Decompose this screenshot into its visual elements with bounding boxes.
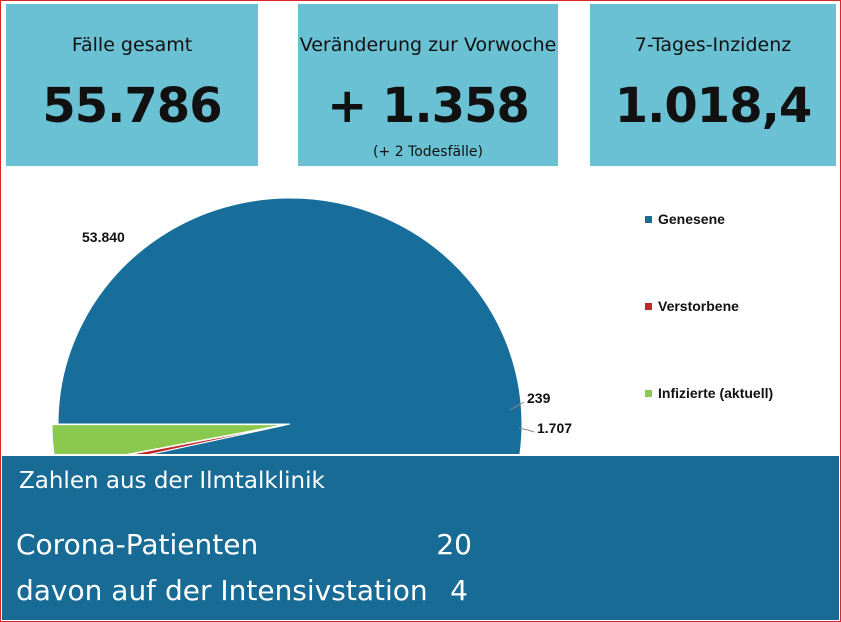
pie-slice-infizierte: [51, 424, 285, 454]
card-weekly-change: Veränderung zur Vorwoche + 1.358 (+ 2 To…: [298, 4, 558, 166]
data-label-genesene: 53.840: [82, 229, 125, 245]
pie-slice-genesene: [57, 197, 523, 454]
legend-label-genesene: Genesene: [658, 211, 725, 227]
legend-label-infizierte: Infizierte (aktuell): [658, 385, 774, 401]
leader-line-verstorbene: [509, 401, 525, 411]
clinic-row-label-patients: Corona-Patienten: [16, 528, 259, 561]
card-incidence-label: 7-Tages-Inzidenz: [634, 34, 792, 56]
legend-swatch-verstorbene: [645, 302, 652, 310]
legend-item-infizierte: Infizierte (aktuell): [645, 385, 773, 401]
card-weekly-change-sub: (+ 2 Todesfälle): [373, 144, 483, 160]
legend-label-verstorbene: Verstorbene: [658, 298, 739, 314]
card-total-cases-label: Fälle gesamt: [71, 34, 193, 56]
card-weekly-change-value: + 1.358: [327, 78, 530, 134]
card-weekly-change-label: Veränderung zur Vorwoche: [299, 34, 557, 56]
pie-chart: 53.840 239 1.707: [51, 197, 572, 454]
legend-item-genesene: Genesene: [645, 211, 725, 227]
legend-swatch-genesene: [645, 215, 652, 223]
legend-swatch-infizierte: [645, 389, 652, 397]
clinic-row-value-icu: 4: [450, 574, 468, 607]
legend-item-verstorbene: Verstorbene: [645, 298, 739, 314]
pie-slice-verstorbene: [129, 424, 285, 454]
data-label-infizierte: 1.707: [537, 420, 572, 436]
clinic-panel: Zahlen aus der Ilmtalklinik Corona-Patie…: [2, 456, 839, 620]
clinic-row-value-patients: 20: [436, 528, 472, 561]
card-incidence: 7-Tages-Inzidenz 1.018,4: [590, 4, 836, 166]
card-total-cases-value: 55.786: [42, 78, 222, 134]
card-total-cases: Fälle gesamt 55.786: [6, 4, 258, 166]
clinic-title: Zahlen aus der Ilmtalklinik: [19, 468, 325, 494]
leader-line-infizierte: [518, 427, 535, 433]
card-incidence-value: 1.018,4: [614, 78, 812, 134]
clinic-row-label-icu: davon auf der Intensivstation: [16, 574, 428, 607]
data-label-verstorbene: 239: [527, 390, 551, 406]
